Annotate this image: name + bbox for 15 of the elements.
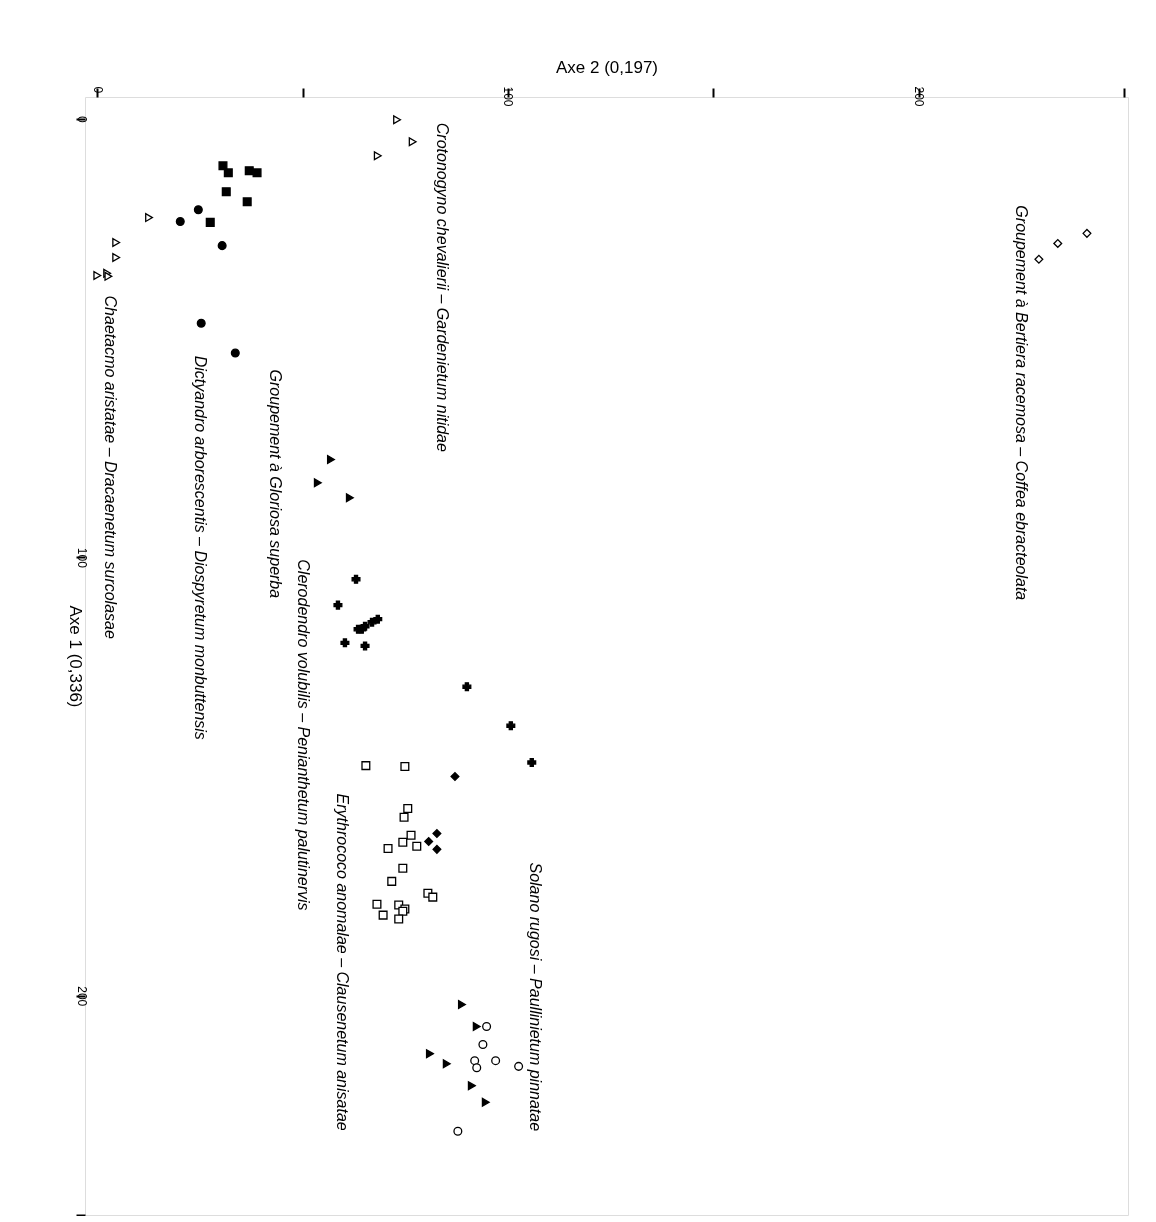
x-tick-label: 100 (501, 86, 516, 107)
y-tick-label: 0 (74, 116, 89, 124)
text: Chaetacmo aristatae – Dracaenetum surcolasae (102, 295, 120, 639)
y-tick-label: 100 (74, 547, 89, 569)
text: Groupement à Bertiera racemosa – Coffea ebracteolata (1012, 205, 1030, 601)
text: Dictyandro arborescentis – Diospyretum monbuttensis (192, 355, 210, 740)
text: Crotonogyno chevalierii – Gardenietum nitidae (433, 122, 451, 452)
y-tick-label: 200 (74, 986, 89, 1007)
text: Clerodendro volubilis – Penianthetum palutinervis (294, 559, 312, 911)
text: Solano rugosi – Paullinietum pinnatae (526, 862, 544, 1132)
x-axis-title: Axe 2 (0,197) (555, 57, 659, 77)
y-axis-title: Axe 1 (0,336) (65, 605, 85, 708)
text: Groupement à Gloriosa superba (266, 369, 284, 599)
x-tick-label: 200 (912, 86, 927, 107)
text: Erythrococo anomalae – Clausenetum anisatae (333, 793, 351, 1131)
